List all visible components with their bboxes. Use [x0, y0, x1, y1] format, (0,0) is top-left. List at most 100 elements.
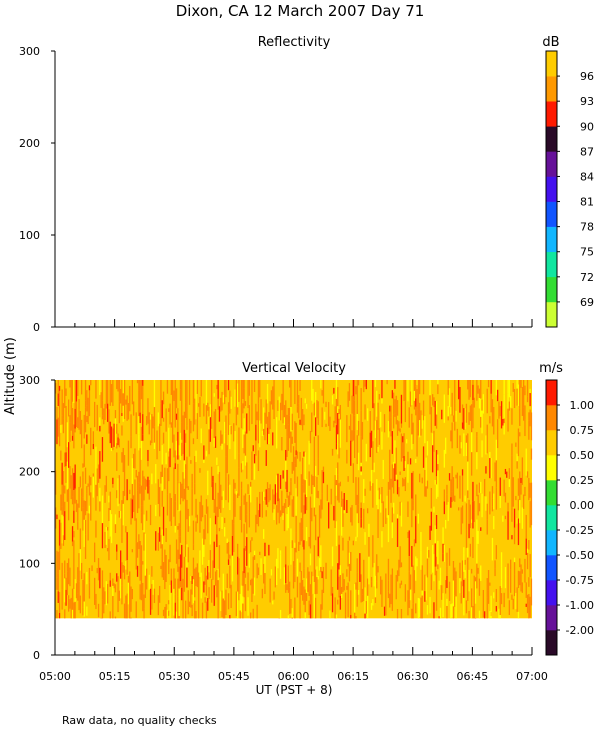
velocity-streak: [495, 487, 497, 510]
velocity-streak: [451, 603, 453, 618]
velocity-streak: [334, 475, 336, 500]
velocity-streak: [71, 380, 74, 402]
velocity-streak: [489, 582, 491, 586]
velocity-streak: [147, 449, 149, 461]
velocity-streak: [84, 534, 87, 559]
velocity-streak: [256, 604, 258, 619]
velocity-streak: [237, 543, 239, 557]
colorbar-label: 96: [580, 70, 594, 83]
velocity-streak: [291, 540, 293, 549]
velocity-streak: [376, 479, 378, 505]
velocity-streak: [56, 577, 58, 590]
velocity-streak: [173, 390, 175, 402]
velocity-streak: [321, 571, 323, 579]
velocity-streak: [528, 492, 530, 501]
velocity-streak: [289, 491, 291, 506]
velocity-streak: [424, 591, 426, 602]
velocity-streak: [261, 496, 263, 518]
velocity-streak: [57, 393, 59, 407]
velocity-streak: [125, 399, 127, 405]
velocity-streak: [433, 430, 435, 452]
velocity-streak: [404, 401, 406, 423]
velocity-streak: [60, 450, 62, 461]
velocity-streak: [75, 503, 78, 513]
velocity-streak: [121, 500, 123, 514]
velocity-streak: [477, 385, 479, 394]
velocity-streak: [272, 386, 274, 410]
velocity-streak: [394, 380, 396, 389]
velocity-streak: [337, 462, 339, 475]
velocity-streak: [122, 503, 124, 526]
velocity-streak: [339, 565, 341, 576]
velocity-streak: [79, 476, 81, 488]
x-tick-label: 05:30: [158, 670, 190, 683]
velocity-streak: [471, 404, 473, 433]
velocity-streak: [272, 432, 274, 446]
velocity-streak: [110, 447, 113, 452]
velocity-streak: [208, 560, 210, 573]
velocity-streak: [66, 489, 68, 502]
velocity-streak: [174, 525, 176, 533]
velocity-streak: [179, 581, 182, 588]
velocity-streak: [399, 583, 401, 589]
velocity-streak: [77, 521, 79, 530]
velocity-streak: [450, 430, 452, 442]
velocity-streak: [183, 460, 185, 479]
velocity-streak: [364, 404, 366, 420]
velocity-streak: [394, 463, 396, 481]
velocity-streak: [304, 480, 306, 490]
velocity-streak: [481, 440, 483, 458]
velocity-streak: [108, 409, 110, 434]
velocity-streak: [142, 380, 144, 386]
velocity-streak: [207, 470, 209, 496]
velocity-streak: [305, 592, 308, 602]
velocity-streak: [330, 569, 332, 596]
velocity-streak: [355, 616, 357, 619]
velocity-streak: [114, 584, 117, 593]
velocity-streak: [61, 389, 63, 416]
velocity-streak: [246, 462, 248, 479]
velocity-streak: [69, 599, 71, 609]
velocity-streak: [383, 606, 386, 616]
velocity-streak: [499, 477, 501, 496]
velocity-streak: [355, 477, 357, 506]
velocity-streak: [354, 380, 356, 401]
velocity-streak: [304, 494, 306, 514]
velocity-streak: [159, 498, 161, 517]
velocity-streak: [413, 539, 416, 547]
velocity-streak: [296, 451, 299, 459]
velocity-streak: [131, 549, 133, 553]
velocity-streak: [138, 380, 140, 391]
velocity-streak: [190, 420, 192, 434]
velocity-streak: [356, 572, 358, 593]
velocity-streak: [64, 501, 66, 512]
velocity-streak: [263, 407, 265, 429]
velocity-streak: [430, 407, 432, 433]
velocity-streak: [494, 568, 496, 577]
velocity-streak: [511, 408, 513, 425]
velocity-streak: [511, 443, 513, 456]
velocity-streak: [520, 564, 522, 575]
colorbar-swatch: [546, 480, 557, 506]
velocity-streak: [296, 576, 299, 598]
velocity-title: Vertical Velocity: [242, 361, 346, 376]
velocity-streak: [224, 432, 226, 444]
velocity-streak: [152, 416, 154, 429]
velocity-streak: [519, 500, 521, 524]
velocity-streak: [225, 456, 227, 477]
colorbar-swatch: [546, 555, 557, 581]
velocity-streak: [131, 483, 133, 500]
velocity-streak: [530, 578, 533, 606]
velocity-streak: [156, 430, 158, 460]
velocity-streak: [380, 411, 382, 428]
velocity-streak: [493, 592, 495, 599]
velocity-streak: [486, 399, 488, 414]
velocity-streak: [185, 485, 187, 495]
velocity-streak: [426, 480, 429, 489]
velocity-streak: [109, 491, 111, 511]
velocity-streak: [187, 508, 189, 532]
velocity-streak: [96, 468, 98, 497]
velocity-streak: [57, 380, 59, 394]
velocity-unit: m/s: [539, 361, 563, 376]
